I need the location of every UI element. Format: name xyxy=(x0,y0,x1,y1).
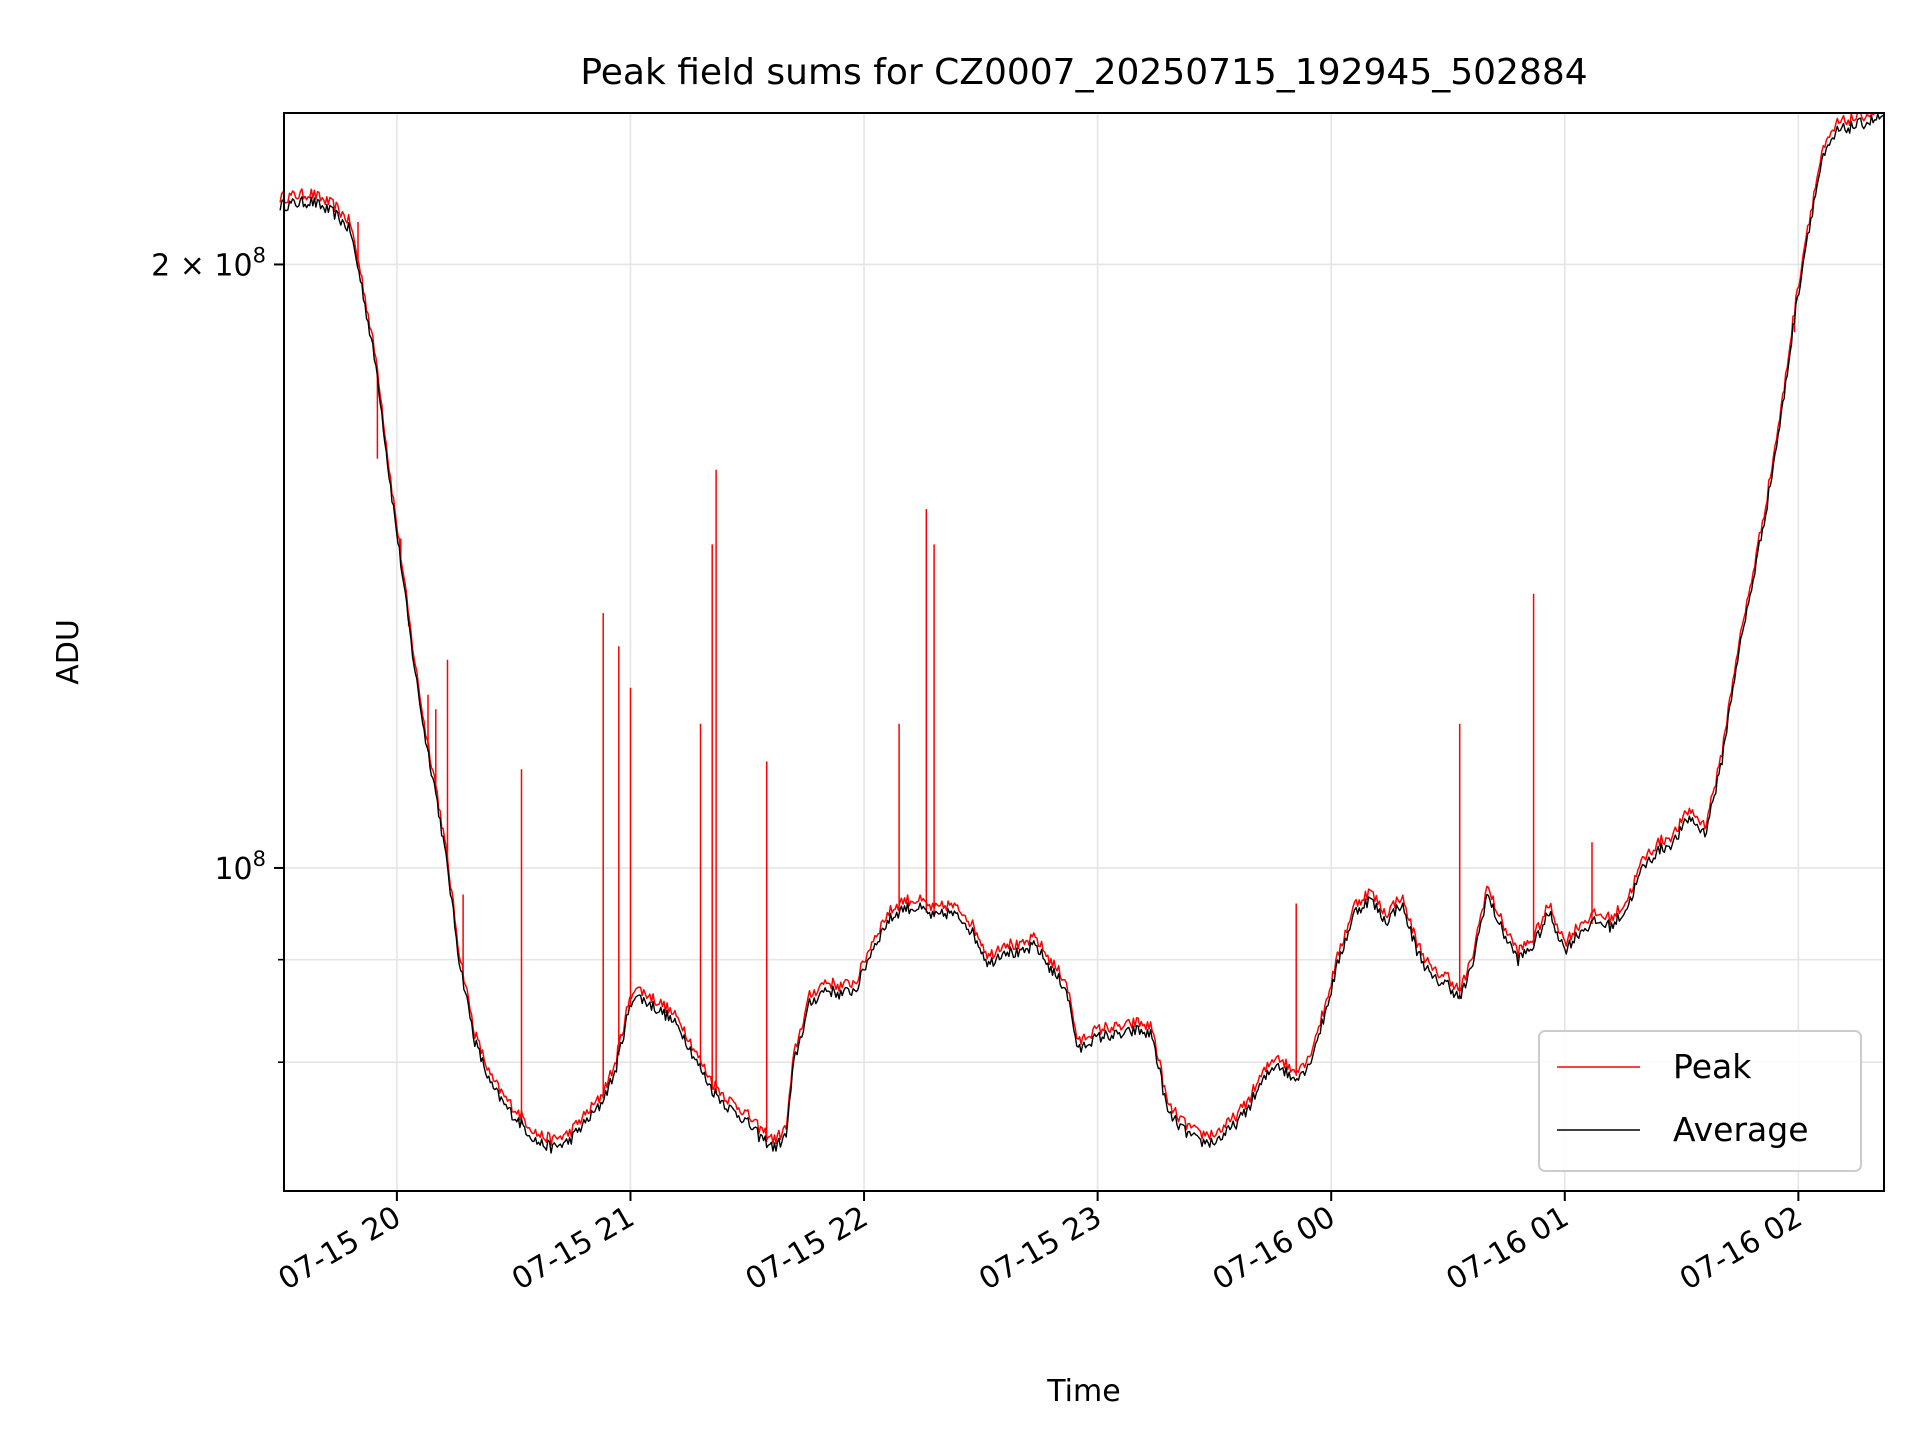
x-tick-label: 07-16 02 xyxy=(1674,1200,1808,1298)
plot-area-frame xyxy=(283,112,1885,1192)
average-series-line xyxy=(279,113,1885,1154)
peak-series-spikes xyxy=(357,222,1796,1142)
x-tick-label: 07-15 20 xyxy=(273,1200,407,1298)
legend: Peak Average xyxy=(1538,1030,1862,1172)
x-axis-label: Time xyxy=(1046,1374,1120,1409)
x-axis: 07-15 20 07-15 21 07-15 22 07-15 23 07-16 00… xyxy=(273,1191,1808,1298)
x-tick-label: 07-15 21 xyxy=(506,1200,640,1298)
legend-box xyxy=(1538,1030,1862,1172)
x-tick-label: 07-15 23 xyxy=(973,1200,1107,1298)
legend-peak-label: Peak xyxy=(1673,1047,1752,1086)
x-tick-label: 07-16 00 xyxy=(1207,1200,1341,1298)
y-tick-label: 2 × 108 xyxy=(151,243,266,283)
peak-series-line xyxy=(279,112,1884,1146)
legend-average-label: Average xyxy=(1673,1110,1809,1149)
y-axis-label: ADU xyxy=(51,619,86,685)
plot-series xyxy=(279,112,1885,1154)
x-tick-label: 07-15 22 xyxy=(740,1200,874,1298)
y-axis: 108 2 × 108 xyxy=(151,243,284,1064)
grid-lines xyxy=(284,113,1884,1191)
chart-title: Peak field sums for CZ0007_20250715_1929… xyxy=(580,52,1587,93)
y-tick-label: 108 xyxy=(214,847,266,887)
x-tick-label: 07-16 01 xyxy=(1440,1200,1574,1298)
